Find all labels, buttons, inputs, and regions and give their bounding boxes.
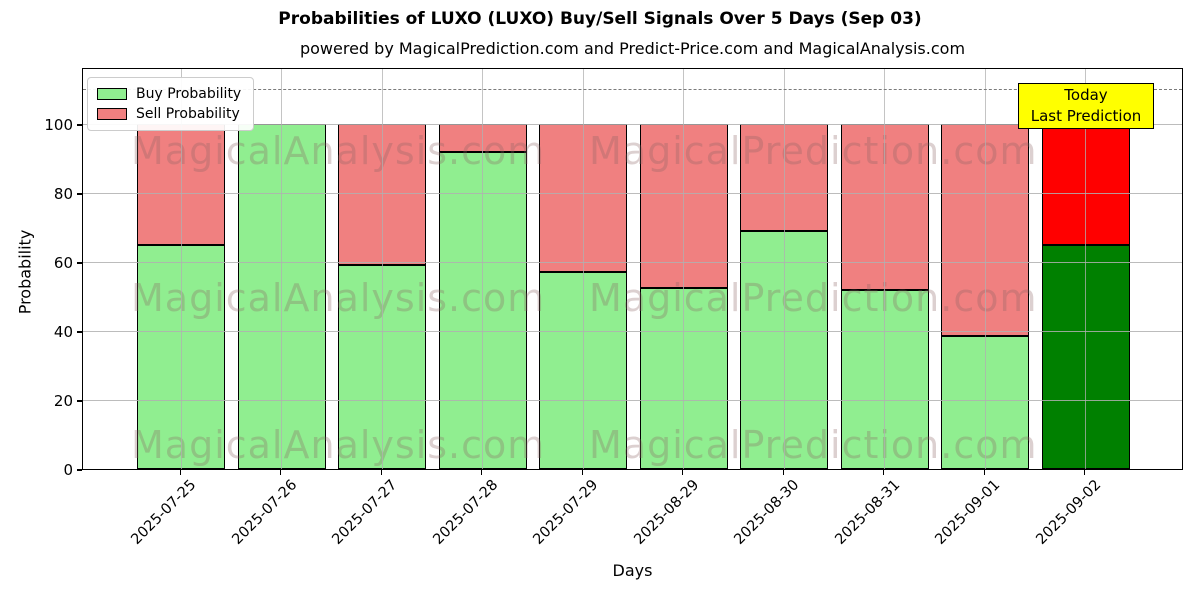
buy-swatch-icon: [97, 88, 127, 100]
x-tick-label: 2025-08-30: [731, 477, 803, 548]
h-gridline: [83, 261, 1182, 263]
chart-title: Probabilities of LUXO (LUXO) Buy/Sell Si…: [278, 9, 922, 29]
x-tick-label: 2025-07-27: [329, 477, 401, 548]
x-tick-mark: [380, 470, 382, 475]
x-tick-label: 2025-07-29: [530, 477, 602, 548]
y-tick-mark: [77, 400, 82, 402]
x-tick-mark: [280, 470, 282, 475]
today-annotation: Today Last Prediction: [1018, 83, 1154, 129]
x-tick-mark: [481, 470, 483, 475]
dashed-reference-line: [83, 88, 1182, 90]
y-tick-mark: [77, 124, 82, 126]
v-gridline: [1085, 69, 1087, 469]
x-tick-mark: [581, 470, 583, 475]
y-tick-mark: [77, 469, 82, 471]
y-tick-label: 100: [44, 116, 73, 134]
plot-area: Buy Probability Sell Probability Today L…: [82, 68, 1183, 470]
v-gridline: [984, 69, 986, 469]
h-gridline: [83, 192, 1182, 194]
y-axis-label: Probability: [15, 229, 35, 315]
v-gridline: [281, 69, 283, 469]
sell-swatch-icon: [97, 108, 127, 120]
y-tick-label: 40: [53, 323, 73, 341]
y-tick-mark: [77, 262, 82, 264]
v-gridline: [683, 69, 685, 469]
x-tick-mark: [782, 470, 784, 475]
y-tick-mark: [77, 331, 82, 333]
today-annotation-line2: Last Prediction: [1030, 107, 1142, 125]
v-gridline: [381, 69, 383, 469]
x-tick-label: 2025-08-29: [631, 477, 703, 548]
x-tick-label: 2025-09-01: [932, 477, 1004, 548]
x-tick-mark: [682, 470, 684, 475]
v-gridline: [783, 69, 785, 469]
y-tick-label: 80: [53, 185, 73, 203]
h-gridline: [83, 123, 1182, 125]
y-tick-label: 60: [53, 254, 73, 272]
legend-label-sell: Sell Probability: [136, 106, 240, 122]
x-tick-label: 2025-07-25: [128, 477, 200, 548]
h-gridline: [83, 330, 1182, 332]
x-tick-mark: [179, 470, 181, 475]
x-tick-label: 2025-07-28: [430, 477, 502, 548]
y-tick-mark: [77, 193, 82, 195]
x-tick-mark: [883, 470, 885, 475]
v-gridline: [180, 69, 182, 469]
x-axis-label: Days: [612, 561, 653, 580]
v-gridline: [482, 69, 484, 469]
legend: Buy Probability Sell Probability: [87, 77, 255, 131]
x-tick-label: 2025-09-02: [1033, 477, 1105, 548]
today-annotation-line1: Today: [1064, 86, 1108, 104]
y-tick-label: 20: [53, 392, 73, 410]
chart-subtitle: powered by MagicalPrediction.com and Pre…: [299, 39, 966, 58]
v-gridline: [582, 69, 584, 469]
v-gridline: [884, 69, 886, 469]
x-tick-mark: [1084, 470, 1086, 475]
legend-entry-sell: Sell Probability: [97, 104, 241, 124]
x-tick-label: 2025-08-31: [832, 477, 904, 548]
legend-label-buy: Buy Probability: [136, 86, 242, 102]
legend-entry-buy: Buy Probability: [97, 84, 241, 104]
x-tick-label: 2025-07-26: [229, 477, 301, 548]
x-tick-mark: [983, 470, 985, 475]
h-gridline: [83, 399, 1182, 401]
y-tick-label: 0: [63, 461, 73, 479]
